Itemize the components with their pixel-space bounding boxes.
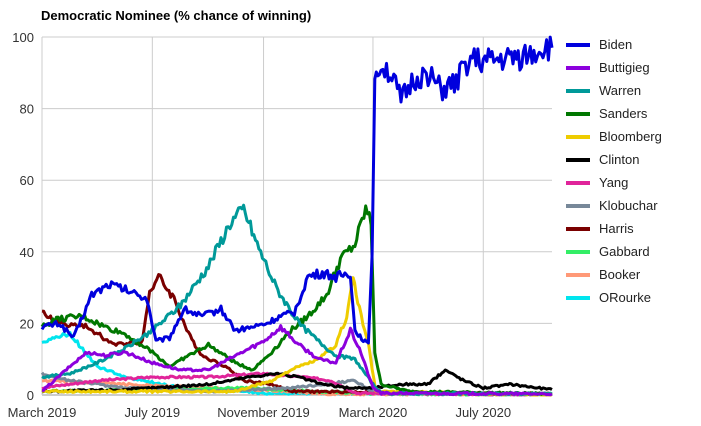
legend-item-buttigieg: Buttigieg	[566, 56, 696, 79]
legend-item-sanders: Sanders	[566, 102, 696, 125]
legend-label: Biden	[599, 37, 633, 52]
line-chart: 0 20 40 60 80 100 March 2019 July 2019 November …	[8, 30, 554, 420]
legend-item-gabbard: Gabbard	[566, 240, 696, 263]
legend-label: Harris	[599, 221, 634, 236]
legend-label: Warren	[599, 83, 642, 98]
legend-item-bloomberg: Bloomberg	[566, 125, 696, 148]
legend-item-booker: Booker	[566, 263, 696, 286]
legend-swatch	[566, 272, 590, 277]
chart-legend: Biden Buttigieg Warren Sanders Bloomberg Clin…	[566, 33, 696, 309]
y-tick-label: 40	[20, 245, 34, 260]
y-tick-label: 80	[20, 102, 34, 117]
legend-swatch	[566, 65, 590, 70]
legend-label: Gabbard	[599, 244, 650, 259]
legend-swatch	[566, 42, 590, 47]
series-line-clinton	[41, 368, 553, 394]
x-tick-label: March 2020	[339, 405, 408, 420]
x-tick-label: July 2020	[455, 405, 511, 420]
legend-item-warren: Warren	[566, 79, 696, 102]
legend-item-orourke: ORourke	[566, 286, 696, 309]
legend-swatch	[566, 111, 590, 116]
legend-label: Buttigieg	[599, 60, 650, 75]
legend-item-clinton: Clinton	[566, 148, 696, 171]
series-line-biden	[40, 35, 554, 345]
legend-swatch	[566, 226, 590, 231]
legend-swatch	[566, 203, 590, 208]
y-tick-label: 20	[20, 316, 34, 331]
legend-item-klobuchar: Klobuchar	[566, 194, 696, 217]
legend-label: Yang	[599, 175, 629, 190]
legend-swatch	[566, 295, 590, 300]
x-tick-label: July 2019	[124, 405, 180, 420]
chart-title: Democratic Nominee (% chance of winning)	[41, 8, 312, 23]
legend-swatch	[566, 88, 590, 93]
y-tick-label: 100	[12, 30, 34, 45]
legend-swatch	[566, 134, 590, 139]
legend-swatch	[566, 157, 590, 162]
legend-swatch	[566, 249, 590, 254]
legend-item-harris: Harris	[566, 217, 696, 240]
legend-swatch	[566, 180, 590, 185]
legend-item-biden: Biden	[566, 33, 696, 56]
legend-label: Booker	[599, 267, 641, 282]
legend-label: Bloomberg	[599, 129, 662, 144]
y-tick-label: 0	[27, 388, 34, 403]
x-tick-label: November 2019	[217, 405, 310, 420]
legend-label: Klobuchar	[599, 198, 658, 213]
legend-label: Sanders	[599, 106, 648, 121]
legend-label: Clinton	[599, 152, 640, 167]
legend-item-yang: Yang	[566, 171, 696, 194]
legend-label: ORourke	[599, 290, 652, 305]
x-tick-label: March 2019	[8, 405, 77, 420]
series-line-buttigieg	[41, 324, 553, 397]
y-tick-label: 60	[20, 173, 34, 188]
